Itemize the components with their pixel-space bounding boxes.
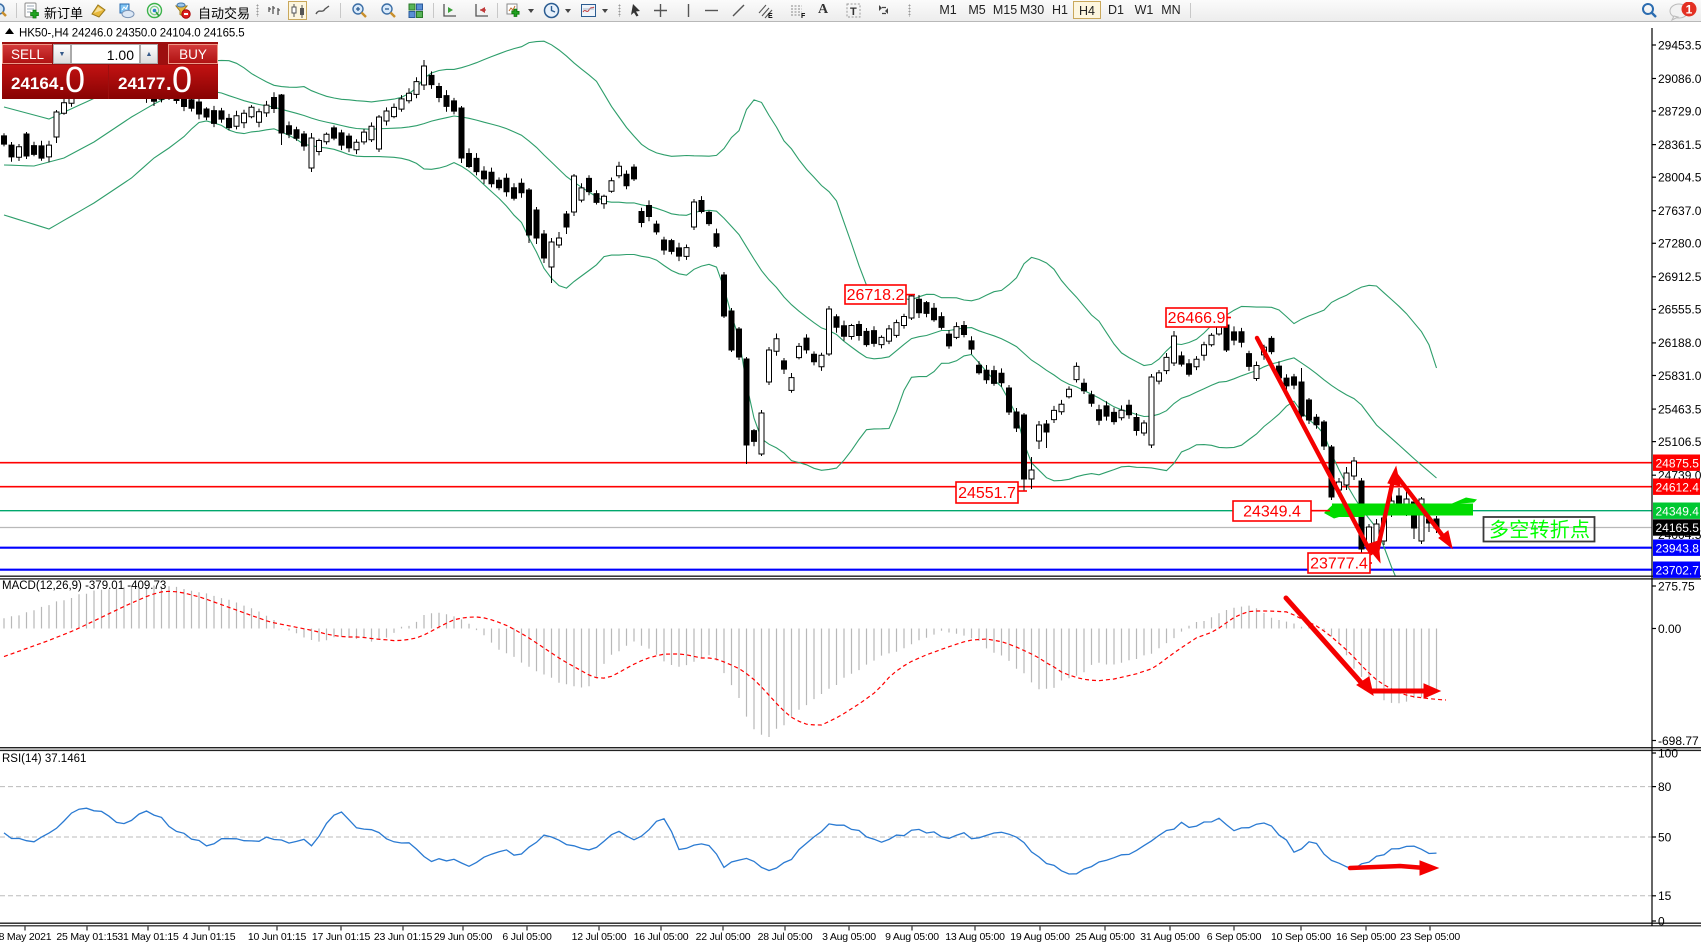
svg-text:6 Jul 05:00: 6 Jul 05:00	[502, 931, 552, 943]
svg-text:27280.0: 27280.0	[1658, 237, 1701, 251]
svg-text:29086.0: 29086.0	[1658, 72, 1701, 86]
svg-text:4 Jun 01:15: 4 Jun 01:15	[183, 931, 236, 943]
svg-text:25 May 01:15: 25 May 01:15	[56, 931, 118, 943]
svg-text:27637.0: 27637.0	[1658, 204, 1701, 218]
svg-text:19 Aug 05:00: 19 Aug 05:00	[1010, 931, 1070, 943]
svg-text:22 Jul 05:00: 22 Jul 05:00	[696, 931, 751, 943]
svg-text:10 Jun 01:15: 10 Jun 01:15	[248, 931, 307, 943]
svg-text:26466.9: 26466.9	[1168, 310, 1226, 327]
svg-text:275.75: 275.75	[1658, 579, 1695, 593]
svg-text:23702.7: 23702.7	[1656, 563, 1700, 577]
svg-text:23777.4: 23777.4	[1310, 556, 1368, 573]
svg-text:0.00: 0.00	[1658, 622, 1682, 636]
svg-text:24612.4: 24612.4	[1656, 480, 1700, 494]
svg-text:12 Jul 05:00: 12 Jul 05:00	[572, 931, 627, 943]
svg-text:1: 1	[1686, 3, 1693, 17]
svg-text:16 Sep 05:00: 16 Sep 05:00	[1336, 931, 1396, 943]
svg-text:3 Aug 05:00: 3 Aug 05:00	[822, 931, 876, 943]
svg-text:10 Sep 05:00: 10 Sep 05:00	[1271, 931, 1331, 943]
svg-text:24875.5: 24875.5	[1656, 456, 1700, 470]
svg-text:26555.5: 26555.5	[1658, 303, 1701, 317]
svg-text:31 May 01:15: 31 May 01:15	[117, 931, 179, 943]
svg-text:29 Jun 05:00: 29 Jun 05:00	[434, 931, 493, 943]
svg-text:MACD(12,26,9) -379.01 -409.73: MACD(12,26,9) -379.01 -409.73	[2, 580, 166, 592]
svg-text:0: 0	[1658, 914, 1665, 928]
svg-text:9 Aug 05:00: 9 Aug 05:00	[885, 931, 939, 943]
svg-text:16 Jul 05:00: 16 Jul 05:00	[634, 931, 689, 943]
svg-text:T: T	[850, 6, 857, 18]
svg-text:50: 50	[1658, 830, 1672, 844]
svg-text:6 Sep 05:00: 6 Sep 05:00	[1207, 931, 1262, 943]
svg-text:HK50-,H4 24246.0 24350.0 2410: HK50-,H4 24246.0 24350.0 24104.0 24165.5	[19, 28, 245, 40]
svg-text:-698.77: -698.77	[1658, 734, 1699, 748]
svg-text:15: 15	[1658, 889, 1672, 903]
svg-text:26188.0: 26188.0	[1658, 336, 1701, 350]
svg-text:F: F	[801, 13, 806, 19]
svg-text:28729.0: 28729.0	[1658, 104, 1701, 118]
svg-text:28004.5: 28004.5	[1658, 171, 1701, 185]
svg-text:24349.4: 24349.4	[1243, 504, 1301, 521]
svg-text:17 Jun 01:15: 17 Jun 01:15	[312, 931, 371, 943]
svg-text:13 Aug 05:00: 13 Aug 05:00	[945, 931, 1005, 943]
svg-text:100: 100	[1658, 746, 1678, 760]
svg-text:25106.5: 25106.5	[1658, 435, 1701, 449]
svg-text:24165.5: 24165.5	[1656, 521, 1700, 535]
svg-text:28361.5: 28361.5	[1658, 138, 1701, 152]
svg-text:25831.0: 25831.0	[1658, 369, 1701, 383]
svg-text:24551.7: 24551.7	[958, 485, 1016, 502]
svg-text:80: 80	[1658, 780, 1672, 794]
svg-text:25463.5: 25463.5	[1658, 402, 1701, 416]
svg-text:25 Aug 05:00: 25 Aug 05:00	[1075, 931, 1135, 943]
svg-text:26718.2: 26718.2	[847, 287, 905, 304]
svg-text:RSI(14) 37.1461: RSI(14) 37.1461	[2, 753, 86, 765]
svg-text:多空转折点: 多空转折点	[1489, 519, 1590, 542]
svg-text:28 Jul 05:00: 28 Jul 05:00	[758, 931, 813, 943]
svg-text:26912.5: 26912.5	[1658, 270, 1701, 284]
svg-text:23 Sep 05:00: 23 Sep 05:00	[1400, 931, 1460, 943]
svg-text:23 Jun 01:15: 23 Jun 01:15	[374, 931, 433, 943]
svg-text:E: E	[768, 13, 773, 19]
svg-text:29453.5: 29453.5	[1658, 38, 1701, 52]
svg-text:31 Aug 05:00: 31 Aug 05:00	[1140, 931, 1200, 943]
svg-text:24349.4: 24349.4	[1656, 504, 1700, 518]
svg-text:8 May 2021: 8 May 2021	[0, 931, 52, 943]
svg-text:23943.8: 23943.8	[1656, 541, 1700, 555]
